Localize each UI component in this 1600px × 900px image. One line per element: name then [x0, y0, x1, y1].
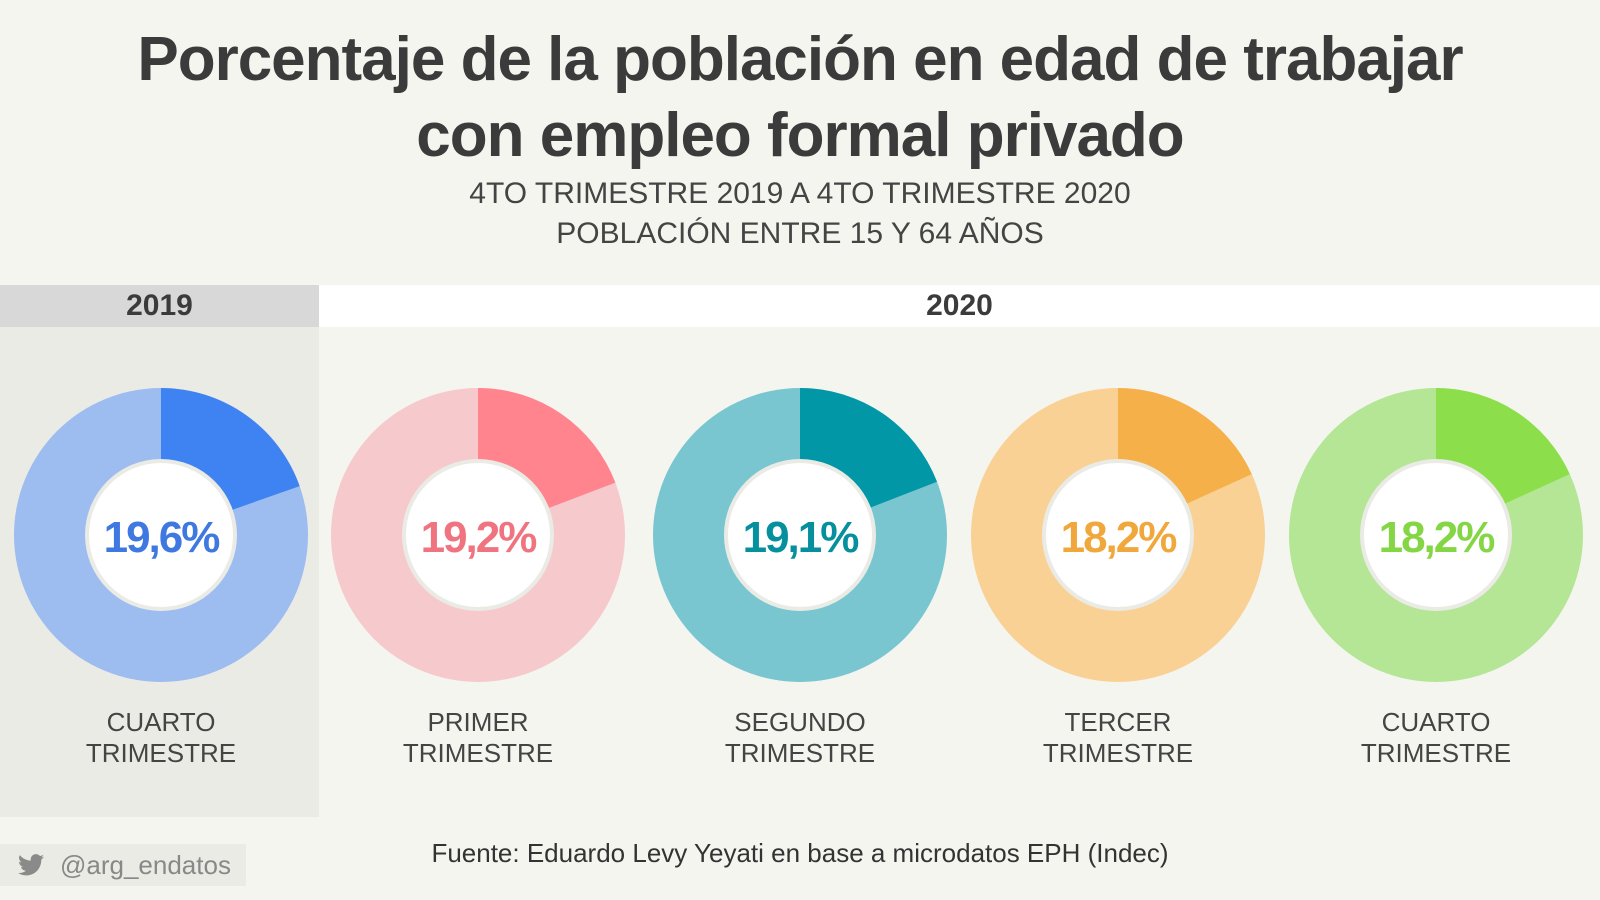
chart-subtitle: 4TO TRIMESTRE 2019 A 4TO TRIMESTRE 2020 … [0, 174, 1600, 254]
chart-title-line2: con empleo formal privado [416, 101, 1184, 170]
donut-0: 19,6% [14, 388, 308, 682]
quarter-label-line2: TRIMESTRE [724, 738, 876, 768]
quarter-label-line1: SEGUNDO [734, 707, 866, 737]
donut-value-label: 19,1% [743, 513, 859, 562]
quarter-label-0: CUARTO TRIMESTRE [51, 707, 271, 769]
donut-2: 19,1% [653, 388, 947, 682]
source-note: Fuente: Eduardo Levy Yeyati en base a mi… [431, 838, 1169, 868]
donut-value-label: 18,2% [1061, 513, 1177, 562]
chart-title-line1: Porcentaje de la población en edad de tr… [137, 25, 1463, 94]
donut-center [89, 463, 233, 607]
twitter-handle: @arg_endatos [60, 849, 231, 880]
quarter-label-4: CUARTO TRIMESTRE [1326, 707, 1546, 769]
quarter-label-1: PRIMER TRIMESTRE [368, 707, 588, 769]
year-header-2020: 2020 [319, 285, 1600, 327]
quarter-label-line1: CUARTO [106, 707, 216, 737]
donut-1: 19,2% [331, 388, 625, 682]
quarter-label-line2: TRIMESTRE [1042, 738, 1194, 768]
subtitle-line2: POBLACIÓN ENTRE 15 Y 64 AÑOS [556, 217, 1044, 250]
donut-center [406, 463, 550, 607]
subtitle-line1: 4TO TRIMESTRE 2019 A 4TO TRIMESTRE 2020 [469, 177, 1131, 210]
quarter-label-line1: TERCER [1064, 707, 1172, 737]
quarter-label-3: TERCER TRIMESTRE [1008, 707, 1228, 769]
year-header-2019: 2019 [0, 285, 319, 327]
quarter-label-line2: TRIMESTRE [85, 738, 237, 768]
donut-4: 18,2% [1289, 388, 1583, 682]
donut-3: 18,2% [971, 388, 1265, 682]
quarter-label-line1: CUARTO [1381, 707, 1491, 737]
chart-title: Porcentaje de la población en edad de tr… [0, 22, 1600, 174]
donut-value-label: 18,2% [1379, 513, 1495, 562]
donut-value-label: 19,2% [421, 513, 537, 562]
donut-value-label: 19,6% [104, 513, 220, 562]
quarter-label-line2: TRIMESTRE [402, 738, 554, 768]
donut-center [1364, 463, 1508, 607]
donut-center [1046, 463, 1190, 607]
quarter-label-2: SEGUNDO TRIMESTRE [690, 707, 910, 769]
quarter-label-line1: PRIMER [427, 707, 529, 737]
donut-center [728, 463, 872, 607]
twitter-bird-icon [18, 854, 44, 876]
quarter-label-line2: TRIMESTRE [1360, 738, 1512, 768]
twitter-credit[interactable]: @arg_endatos [0, 844, 246, 886]
